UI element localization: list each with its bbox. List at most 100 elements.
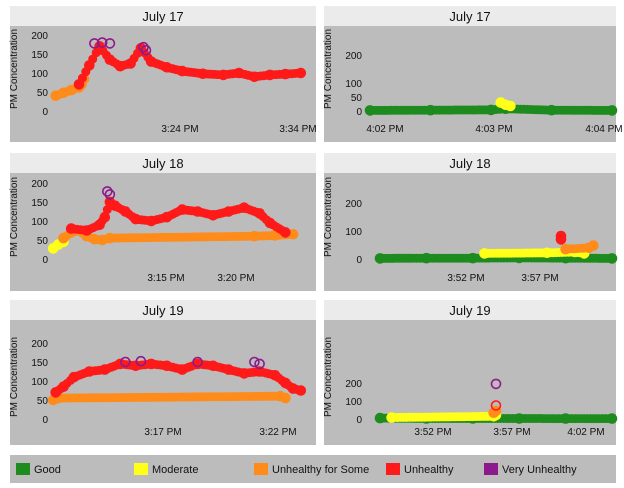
y-tick-label: 50 [351, 93, 363, 104]
data-point [223, 206, 234, 217]
data-series [479, 246, 590, 259]
data-point [288, 229, 298, 239]
x-tick-label: 3:15 PM [147, 273, 184, 284]
y-tick-label: 200 [345, 379, 362, 390]
y-tick-label: 200 [31, 179, 48, 190]
data-point [104, 232, 116, 244]
data-point [207, 360, 219, 372]
panel-title-bar [324, 300, 616, 320]
data-point [490, 400, 502, 411]
data-point [556, 231, 566, 241]
x-tick-label: 3:57 PM [521, 273, 558, 284]
data-point [280, 68, 291, 80]
data-series [490, 400, 502, 411]
data-series [495, 97, 516, 112]
data-point [176, 65, 188, 77]
data-point [233, 67, 245, 79]
panel-title-bar [10, 153, 316, 173]
data-point [176, 204, 188, 215]
legend-swatch [254, 463, 268, 475]
chart-title: July 18 [449, 156, 490, 171]
y-tick-label: 200 [345, 51, 362, 62]
data-point [94, 219, 105, 231]
y-tick-label: 0 [356, 415, 362, 426]
y-tick-label: 150 [31, 198, 48, 209]
panel-title-bar [324, 6, 616, 26]
chart-panel: July 18 PM Concentration 0 50 100 150 200 3:15 … [9, 153, 316, 291]
chart-panel: July 17 PM Concentration 0 50 100 150 200 3:24 … [9, 6, 317, 142]
y-tick-label: 100 [31, 377, 48, 388]
x-tick-label: 3:52 PM [447, 273, 484, 284]
data-point [58, 381, 69, 393]
data-point [588, 240, 599, 251]
x-tick-label: 3:57 PM [493, 427, 530, 438]
legend-item: Good [16, 463, 61, 476]
legend-label: Good [34, 464, 61, 476]
legend-background [10, 455, 616, 483]
data-point [274, 390, 286, 402]
data-point [145, 215, 157, 227]
x-tick-label: 4:04 PM [585, 124, 622, 135]
legend-swatch [386, 463, 400, 475]
legend: Good Moderate Unhealthy for Some Unhealthy V… [10, 455, 616, 483]
data-point [52, 239, 64, 250]
data-point [296, 68, 306, 78]
data-point [254, 358, 265, 370]
data-point [386, 412, 397, 423]
panel-background [324, 300, 616, 445]
y-tick-label: 100 [31, 69, 48, 80]
data-point [254, 208, 265, 219]
data-point [100, 212, 110, 222]
chart-title: July 17 [449, 9, 490, 24]
data-point [374, 412, 386, 424]
y-tick-label: 0 [42, 107, 48, 118]
data-point [96, 37, 108, 48]
data-point [120, 206, 131, 217]
data-series [50, 358, 307, 398]
data-point [140, 44, 152, 56]
chart-title: July 19 [449, 303, 490, 318]
legend-item: Moderate [134, 463, 198, 476]
data-point [560, 413, 571, 424]
y-tick-label: 50 [37, 88, 49, 99]
data-point [254, 366, 265, 377]
data-point [104, 54, 116, 66]
data-series [120, 355, 265, 370]
data-point [218, 69, 229, 81]
data-series [73, 41, 307, 90]
data-point [513, 413, 525, 424]
y-tick-label: 50 [37, 236, 49, 247]
data-point [104, 189, 116, 200]
data-point [96, 234, 108, 246]
data-point [606, 253, 618, 264]
data-point [467, 252, 479, 264]
data-point [109, 200, 121, 212]
data-point [81, 225, 92, 236]
panel-background [324, 153, 616, 291]
data-point [68, 371, 80, 383]
legend-item: Unhealthy for Some [254, 463, 369, 476]
data-series [555, 230, 567, 245]
data-point [84, 366, 95, 377]
data-point [104, 38, 116, 49]
data-point [161, 360, 172, 372]
y-tick-label: 100 [345, 397, 362, 408]
panel-background [324, 6, 616, 142]
data-point [192, 356, 203, 368]
data-point [280, 377, 291, 389]
data-point [102, 205, 112, 215]
panel-title-bar [324, 153, 616, 173]
data-point [485, 104, 497, 116]
y-tick-label: 150 [31, 50, 48, 61]
data-point [495, 97, 507, 108]
data-series [50, 73, 90, 102]
data-series [89, 37, 152, 56]
data-point [238, 202, 250, 213]
data-point [135, 355, 147, 367]
chart-title: July 17 [142, 9, 183, 24]
data-point [114, 358, 126, 370]
x-tick-label: 3:34 PM [279, 124, 316, 135]
data-series [102, 186, 116, 200]
legend-label: Very Unhealthy [502, 464, 577, 476]
data-point [560, 243, 571, 255]
